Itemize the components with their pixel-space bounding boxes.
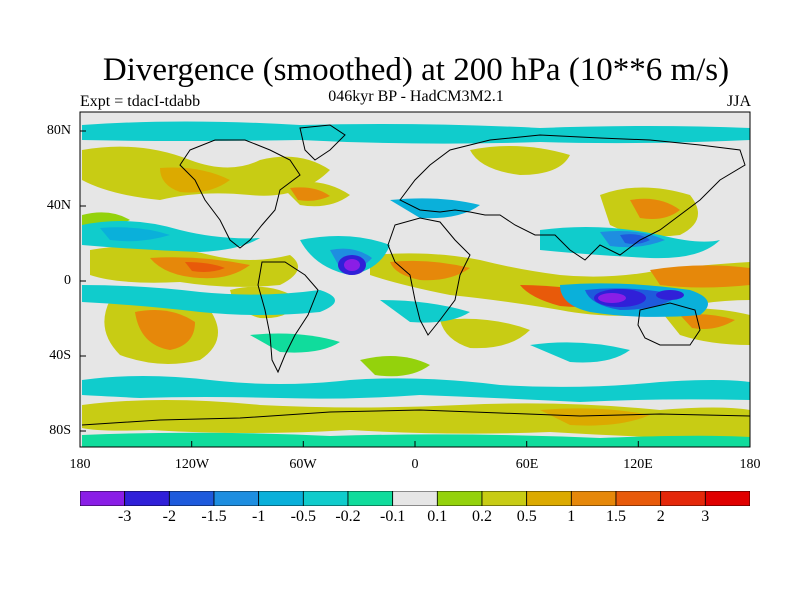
field-blob: [530, 342, 630, 363]
field-blob: [650, 265, 750, 288]
lat-label: 80N: [46, 123, 71, 138]
colorbar-swatch: [570, 491, 617, 506]
field-blob: [135, 309, 195, 350]
colorbar-label: -3: [118, 508, 132, 525]
colorbar-swatch: [481, 491, 528, 506]
field-layer: [80, 112, 750, 447]
field-blob: [380, 300, 470, 323]
colorbar-label: 0.1: [427, 508, 448, 525]
colorbar-swatch: [704, 491, 750, 506]
field-blob: [344, 259, 360, 271]
colorbar-swatch: [392, 491, 438, 506]
colorbar-swatch: [615, 491, 662, 506]
field-blob: [360, 356, 430, 377]
coastline-eurasia: [399, 134, 746, 261]
colorbar-label: -1.5: [201, 508, 227, 525]
colorbar-swatch: [258, 491, 304, 506]
lon-label: 0: [411, 457, 419, 472]
colorbar-label: 0.5: [516, 508, 537, 525]
colorbar-label: 1: [567, 508, 576, 525]
field-blob: [620, 234, 650, 244]
map-subtitle: 046kyr BP - HadCM3M2.1: [328, 88, 504, 105]
lon-label: 60W: [289, 457, 317, 472]
colorbar-label: 3: [701, 508, 710, 525]
field-blob: [630, 198, 680, 219]
colorbar-swatch: [436, 491, 483, 506]
lon-label: 120E: [623, 457, 653, 472]
field-blob: [598, 293, 626, 303]
colorbar-label: 1.5: [606, 508, 626, 525]
field-blob: [82, 285, 335, 315]
lat-label: 0: [64, 273, 71, 288]
colorbar: [80, 491, 750, 506]
experiment-label: Expt = tdacI-tdabb: [80, 93, 201, 110]
field-blob: [290, 187, 330, 201]
lat-label: 40N: [46, 198, 71, 213]
axis-ticks: [80, 130, 639, 447]
field-blob: [82, 121, 750, 144]
map-title: Divergence (smoothed) at 200 hPa (10**6 …: [102, 52, 730, 88]
field-blob: [540, 408, 650, 426]
field-blob: [82, 376, 750, 402]
lat-label: 80S: [49, 423, 71, 438]
coastline-australia: [637, 302, 701, 346]
field-blob: [250, 333, 340, 353]
colorbar-swatch: [347, 491, 394, 506]
field-blob: [440, 318, 530, 349]
coastline-antarctica: [81, 409, 750, 426]
field-blob: [680, 314, 735, 329]
colorbar-swatch: [526, 491, 572, 506]
field-blob: [185, 262, 225, 272]
colorbar-label: -0.1: [380, 508, 406, 525]
colorbar-swatch: [80, 491, 126, 506]
lon-label: 60E: [515, 457, 539, 472]
field-blob: [100, 227, 170, 242]
coastline-africa: [387, 217, 471, 336]
colorbar-label: -2: [162, 508, 176, 525]
colorbar-label: -0.2: [335, 508, 361, 525]
coastline-north-america: [179, 139, 301, 249]
lon-label: 180: [69, 457, 91, 472]
lat-label: 40S: [49, 348, 71, 363]
field-blob: [390, 198, 480, 219]
colorbar-swatch: [660, 491, 706, 506]
colorbar-swatch: [168, 491, 215, 506]
colorbar-swatch: [124, 491, 170, 506]
lon-label: 120W: [174, 457, 210, 472]
lon-label: 180: [739, 457, 761, 472]
colorbar-label: -1: [252, 508, 266, 525]
season-label: JJA: [726, 93, 751, 110]
coastline-south-america: [257, 261, 319, 374]
field-blob: [470, 146, 570, 175]
colorbar-label: 0.2: [472, 508, 492, 525]
colorbar-label: 2: [656, 508, 665, 525]
coastlines: [81, 124, 750, 426]
coastline-greenland: [299, 124, 346, 161]
colorbar-swatch: [213, 491, 260, 506]
field-blob: [656, 290, 684, 300]
colorbar-swatch: [302, 491, 349, 506]
field-blob: [82, 432, 750, 447]
colorbar-label: -0.5: [290, 508, 316, 525]
